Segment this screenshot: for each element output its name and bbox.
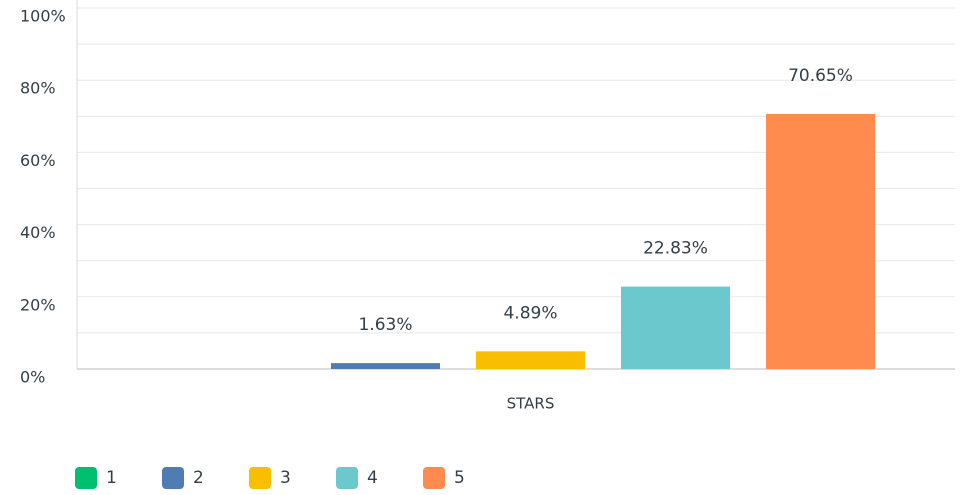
y-tick-label: 60% [20, 151, 56, 170]
data-label: 22.83% [643, 239, 708, 259]
bar [331, 363, 440, 369]
bar [766, 113, 875, 370]
legend-label: 5 [454, 468, 465, 488]
y-tick-label: 20% [20, 295, 56, 314]
legend-swatch [162, 467, 184, 489]
data-label: 4.89% [503, 303, 557, 323]
legend-swatch [423, 467, 445, 489]
legend-label: 3 [280, 468, 291, 488]
y-tick-label: 100% [20, 7, 66, 26]
data-label: 1.63% [358, 315, 412, 335]
legend-label: 4 [367, 468, 378, 488]
legend-swatch [249, 467, 271, 489]
y-tick-label: 0% [20, 368, 45, 387]
bar [476, 351, 585, 369]
legend-label: 1 [106, 468, 117, 488]
bar [621, 286, 730, 369]
legend-swatch [336, 467, 358, 489]
legend-label: 2 [193, 468, 204, 488]
data-label: 70.65% [788, 66, 853, 86]
y-tick-label: 40% [20, 223, 56, 242]
legend-swatch [75, 467, 97, 489]
x-tick-label: STARS [507, 395, 555, 413]
y-tick-label: 80% [20, 79, 56, 98]
